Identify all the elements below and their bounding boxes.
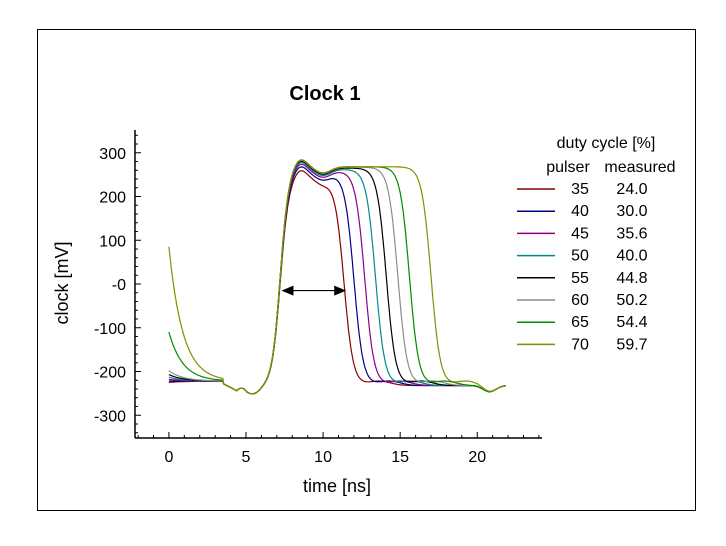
y-tick-label: 300	[99, 146, 126, 163]
axes: 300 200 100 -0 -100 -200 -300 0 5 10 15 20	[94, 130, 542, 466]
x-axis-title: time [ns]	[303, 476, 371, 496]
legend-pulser-value: 50	[571, 248, 589, 265]
legend-pulser-value: 70	[571, 336, 589, 353]
series-layer	[168, 159, 506, 395]
series-line-70	[168, 159, 506, 395]
x-ticks: 0 5 10 15 20	[137, 432, 540, 466]
legend-pulser-value: 45	[571, 225, 589, 242]
legend-pulser-value: 40	[571, 203, 589, 220]
legend-measured-value: 40.0	[616, 248, 647, 265]
duration-arrow-left-head	[281, 285, 294, 296]
legend-title: duty cycle [%]	[557, 135, 656, 152]
legend-measured-value: 24.0	[616, 181, 647, 198]
y-tick-label: -100	[94, 321, 126, 338]
legend-pulser-value: 65	[571, 314, 589, 331]
legend-measured-value: 44.8	[616, 270, 647, 287]
legend-header-pulser: pulser	[546, 159, 590, 176]
x-tick-label: 0	[164, 449, 173, 466]
legend-pulser-value: 35	[571, 181, 589, 198]
x-tick-label: 20	[468, 449, 486, 466]
series-line-55	[168, 160, 506, 395]
legend-header-measured: measured	[604, 159, 675, 176]
y-tick-label: -0	[112, 277, 126, 294]
duration-arrow-right-head	[334, 285, 347, 296]
x-tick-label: 5	[242, 449, 251, 466]
legend-measured-value: 54.4	[616, 314, 647, 331]
annotation-layer	[281, 285, 347, 296]
x-tick-label: 15	[391, 449, 409, 466]
series-line-45	[168, 163, 506, 395]
chart-title: Clock 1	[289, 83, 360, 105]
x-tick-label: 10	[314, 449, 332, 466]
legend: duty cycle [%] pulser measured 35 24.040 3…	[517, 135, 676, 353]
y-tick-label: 100	[99, 233, 126, 250]
series-line-35	[168, 170, 506, 395]
legend-measured-value: 30.0	[616, 203, 647, 220]
y-tick-label: -200	[94, 365, 126, 382]
y-axis-title: clock [mV]	[52, 241, 72, 324]
series-line-65	[168, 159, 506, 395]
legend-measured-value: 50.2	[616, 292, 647, 309]
legend-pulser-value: 60	[571, 292, 589, 309]
series-line-50	[168, 161, 506, 395]
legend-entries: 35 24.0 40 30.0 45 35.6 50 40.0 55 44.8 60 50.2 65 54…	[517, 181, 648, 353]
legend-pulser-value: 55	[571, 270, 589, 287]
y-ticks: 300 200 100 -0 -100 -200 -300	[94, 134, 141, 434]
legend-measured-value: 59.7	[616, 336, 647, 353]
legend-measured-value: 35.6	[616, 225, 647, 242]
series-line-40	[168, 166, 506, 395]
y-tick-label: -300	[94, 408, 126, 425]
chart-frame	[37, 29, 696, 511]
y-tick-label: 200	[99, 190, 126, 207]
series-line-60	[168, 159, 506, 395]
